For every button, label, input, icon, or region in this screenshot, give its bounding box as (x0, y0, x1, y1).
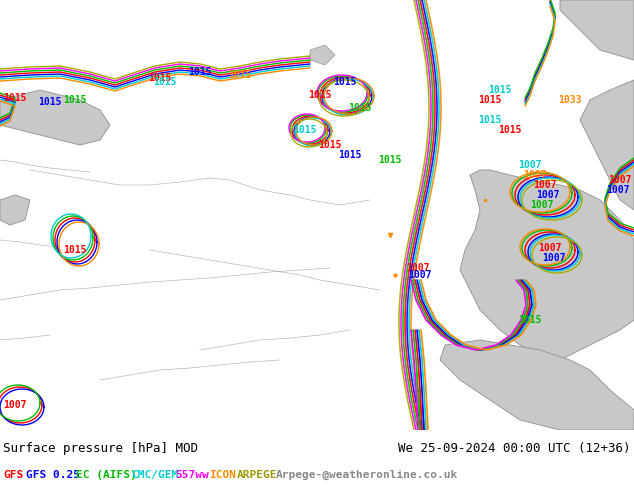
Text: 1007: 1007 (538, 243, 562, 253)
Text: 1007: 1007 (533, 180, 557, 190)
Text: 1015: 1015 (478, 95, 501, 105)
Polygon shape (580, 80, 634, 210)
Text: GFS: GFS (3, 470, 23, 480)
Text: 1015: 1015 (294, 125, 317, 135)
Text: 1015: 1015 (38, 97, 61, 107)
Polygon shape (0, 195, 30, 225)
Text: 1015: 1015 (148, 73, 172, 83)
Text: 1007: 1007 (406, 263, 430, 273)
Text: 1015: 1015 (63, 95, 87, 105)
Text: 1015: 1015 (518, 315, 541, 325)
Text: 1015: 1015 (339, 150, 362, 160)
Polygon shape (560, 0, 634, 60)
Text: EC (AIFS): EC (AIFS) (75, 470, 136, 480)
Text: 1015: 1015 (63, 245, 87, 255)
Text: 1015: 1015 (188, 67, 212, 77)
Text: 1007: 1007 (536, 190, 560, 200)
Text: 1015: 1015 (488, 85, 512, 95)
Text: 1015: 1015 (153, 77, 177, 87)
Text: 1007: 1007 (606, 185, 630, 195)
Text: 1007: 1007 (408, 270, 432, 280)
Text: 1007: 1007 (518, 160, 541, 170)
Text: We 25-09-2024 00:00 UTC (12+36): We 25-09-2024 00:00 UTC (12+36) (399, 441, 631, 455)
Text: 1007: 1007 (608, 175, 631, 185)
Text: 1007: 1007 (523, 170, 547, 180)
Text: 1007: 1007 (3, 400, 27, 410)
Text: 1015: 1015 (478, 115, 501, 125)
Text: 1015: 1015 (498, 125, 522, 135)
Text: 557ww: 557ww (176, 470, 209, 480)
Polygon shape (460, 170, 634, 360)
Text: Arpege-@weatheronline.co.uk: Arpege-@weatheronline.co.uk (276, 470, 458, 480)
Text: 1007: 1007 (542, 253, 566, 263)
Polygon shape (440, 340, 634, 430)
Text: Surface pressure [hPa] MOD: Surface pressure [hPa] MOD (3, 441, 198, 455)
Text: 1015: 1015 (348, 103, 372, 113)
Text: ARPEGE: ARPEGE (237, 470, 278, 480)
Polygon shape (310, 45, 335, 65)
Polygon shape (0, 90, 110, 145)
Text: ICON: ICON (209, 470, 236, 480)
Text: 1015: 1015 (378, 155, 402, 165)
Text: 1015: 1015 (333, 77, 357, 87)
Text: 1015: 1015 (228, 70, 252, 80)
Text: 1015: 1015 (308, 90, 332, 100)
Text: GFS 0.25: GFS 0.25 (25, 470, 79, 480)
Text: CMC/GEM: CMC/GEM (131, 470, 178, 480)
Text: 1033: 1033 (559, 95, 582, 105)
Text: 1015: 1015 (3, 93, 27, 103)
Text: 1007: 1007 (530, 200, 553, 210)
Text: 1015: 1015 (318, 140, 342, 150)
